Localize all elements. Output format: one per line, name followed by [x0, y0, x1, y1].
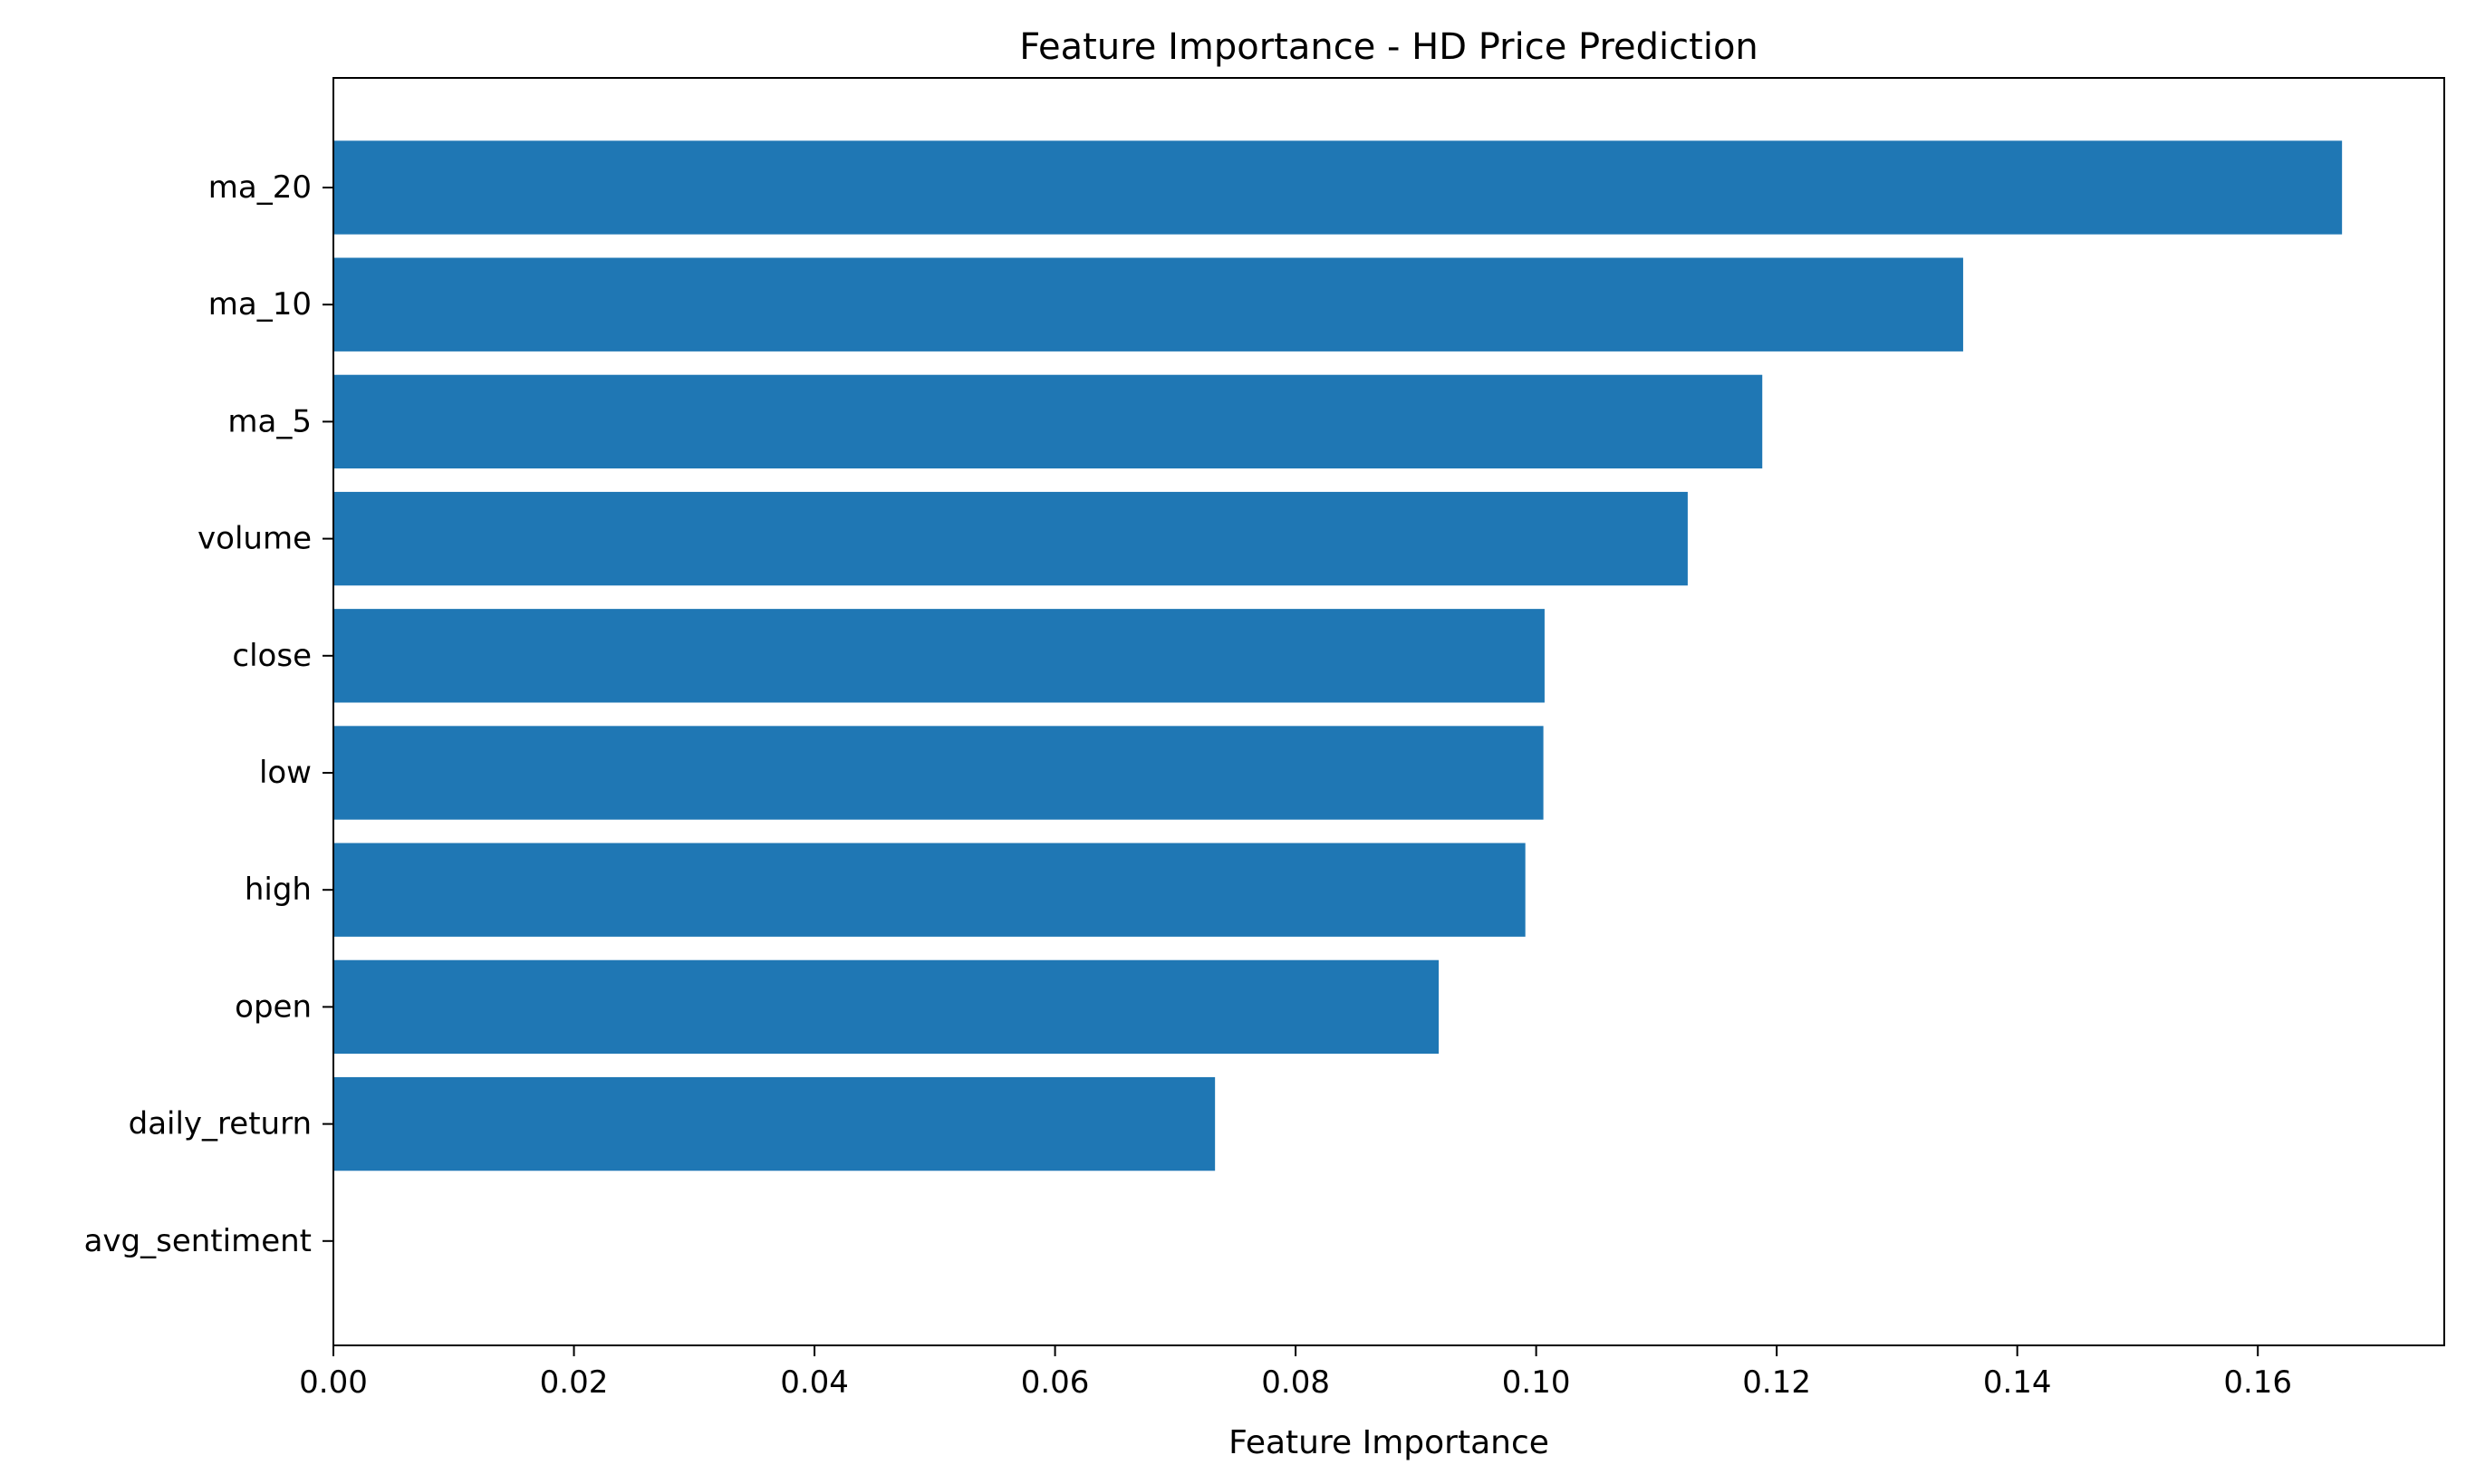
y-tick-label: close	[232, 638, 312, 674]
x-axis: 0.00 0.02 0.04 0.06 0.08 0.10 0.12 0.14 0.16	[299, 1345, 2292, 1401]
y-tick-label: daily_return	[129, 1106, 312, 1142]
x-tick-label: 0.14	[1983, 1364, 2052, 1401]
bar-volume	[333, 491, 1688, 586]
x-axis-label: Feature Importance	[1228, 1424, 1549, 1461]
y-tick-label: avg_sentiment	[84, 1223, 312, 1259]
bar-open	[333, 959, 1440, 1055]
x-tick-label: 0.12	[1742, 1364, 1811, 1401]
x-tick-label: 0.16	[2223, 1364, 2292, 1401]
y-tick-label: ma_20	[208, 169, 312, 206]
x-tick-label: 0.02	[540, 1364, 609, 1401]
x-tick-label: 0.04	[780, 1364, 849, 1401]
bar-ma-20	[333, 140, 2343, 235]
x-tick-label: 0.06	[1021, 1364, 1090, 1401]
bar-ma-10	[333, 257, 1963, 352]
bar-daily-return	[333, 1076, 1216, 1171]
bar-ma-5	[333, 374, 1763, 469]
y-tick-label: low	[259, 755, 312, 791]
bar-low	[333, 726, 1544, 820]
x-tick-label: 0.00	[299, 1364, 368, 1401]
y-tick-label: ma_10	[208, 286, 312, 323]
y-tick-label: open	[235, 988, 312, 1025]
bar-high	[333, 843, 1526, 937]
chart-title: Feature Importance - HD Price Prediction	[1019, 26, 1758, 68]
plot-frame	[332, 77, 2445, 1346]
x-tick-label: 0.10	[1502, 1364, 1571, 1401]
bar-close	[333, 609, 1545, 703]
bars-group	[333, 140, 2343, 1171]
x-tick-label: 0.08	[1261, 1364, 1330, 1401]
y-tick-label: ma_5	[227, 403, 312, 439]
y-tick-label: high	[245, 872, 312, 908]
y-tick-label: volume	[197, 521, 312, 557]
